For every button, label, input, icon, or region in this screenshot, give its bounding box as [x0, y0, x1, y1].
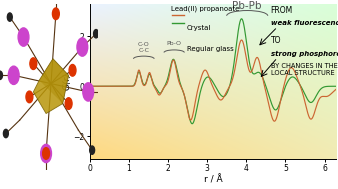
Text: Crystal: Crystal: [187, 26, 211, 32]
Text: Regular glass: Regular glass: [187, 46, 234, 52]
Text: TO: TO: [270, 36, 281, 45]
Circle shape: [0, 71, 2, 79]
Text: strong phosphorescence: strong phosphorescence: [270, 51, 338, 57]
Circle shape: [83, 83, 94, 101]
Circle shape: [65, 98, 72, 109]
X-axis label: r / Å: r / Å: [203, 175, 222, 184]
Circle shape: [99, 88, 104, 96]
Polygon shape: [33, 59, 69, 114]
Circle shape: [26, 91, 33, 103]
Circle shape: [43, 148, 49, 159]
Text: BY CHANGES IN THE
LOCAL STRUCTURE: BY CHANGES IN THE LOCAL STRUCTURE: [270, 63, 337, 76]
Circle shape: [52, 8, 59, 20]
Text: weak fluorescence: weak fluorescence: [270, 20, 338, 26]
Circle shape: [41, 144, 51, 163]
Circle shape: [77, 38, 88, 56]
Circle shape: [18, 28, 29, 46]
Circle shape: [94, 29, 98, 38]
Y-axis label: G(r): G(r): [63, 72, 72, 90]
Circle shape: [7, 13, 12, 21]
Text: Lead(II) propanoate: Lead(II) propanoate: [171, 5, 239, 12]
Circle shape: [30, 58, 37, 70]
Circle shape: [69, 64, 76, 76]
Text: Pb-Pb: Pb-Pb: [233, 1, 262, 11]
Text: C-O
C-C: C-O C-C: [138, 42, 150, 53]
Circle shape: [8, 66, 19, 84]
Circle shape: [90, 146, 95, 154]
Text: FROM: FROM: [270, 5, 293, 15]
Text: Pb-O: Pb-O: [167, 41, 182, 46]
Polygon shape: [39, 59, 69, 104]
Circle shape: [3, 129, 8, 138]
